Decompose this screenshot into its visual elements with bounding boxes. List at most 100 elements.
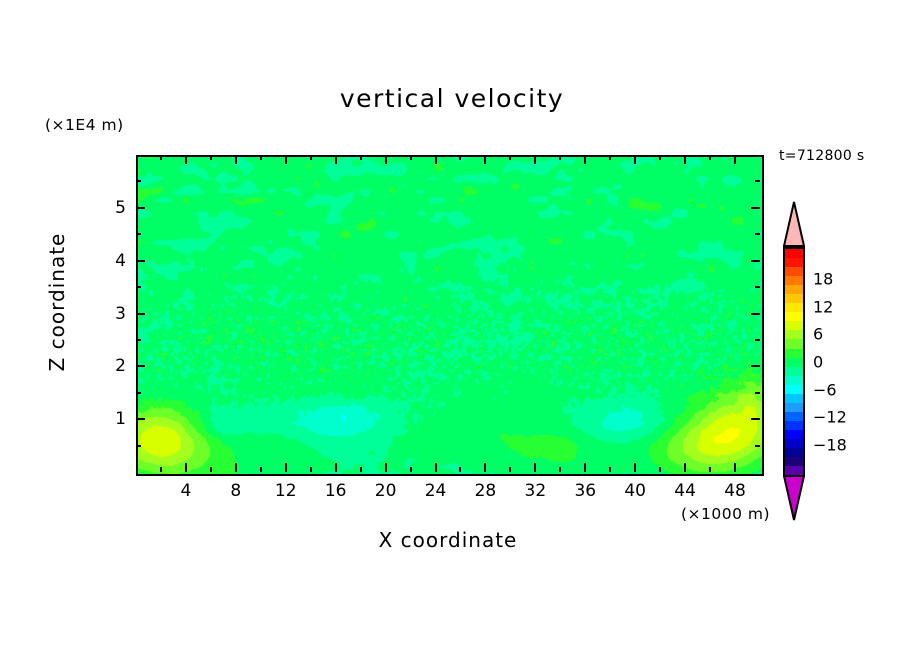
colorbar-band	[785, 339, 803, 349]
time-stamp-label: t=712800 s	[779, 148, 865, 164]
x-axis-tick	[334, 463, 337, 472]
y-axis-minor-tick-right	[755, 391, 760, 394]
x-axis-minor-tick	[659, 467, 662, 472]
colorbar-band	[785, 402, 803, 412]
x-axis-minor-tick-top	[609, 155, 612, 160]
x-axis-tick-label: 12	[274, 481, 297, 501]
y-axis-minor-tick	[136, 338, 141, 341]
x-axis-tick-label: 28	[474, 481, 497, 501]
x-axis-minor-tick-top	[709, 155, 712, 160]
y-axis-minor-tick	[136, 180, 141, 183]
colorbar-band	[785, 420, 803, 430]
colorbar-top-arrow-icon	[782, 201, 806, 247]
x-axis-minor-tick-top	[359, 155, 362, 160]
x-axis-tick-label: 48	[724, 481, 746, 501]
x-axis-tick-top	[734, 155, 737, 164]
x-axis-tick-label: 4	[180, 481, 192, 501]
colorbar-band	[785, 384, 803, 394]
colorbar-tick-label: 18	[813, 269, 834, 289]
x-axis-minor-tick-top	[159, 155, 162, 160]
x-axis-minor-tick-top	[659, 155, 662, 160]
y-axis-tick	[136, 418, 145, 421]
y-axis-tick-right	[751, 418, 760, 421]
colorbar-band	[785, 276, 803, 286]
y-axis-minor-tick	[136, 444, 141, 447]
colorbar-band	[785, 258, 803, 268]
y-axis-tick-label: 1	[115, 409, 126, 430]
colorbar-band	[785, 267, 803, 277]
colorbar-band	[785, 375, 803, 385]
x-axis-tick-top	[484, 155, 487, 164]
colorbar-band	[785, 312, 803, 322]
x-axis-minor-tick	[509, 467, 512, 472]
x-axis-unit-label: (×1000 m)	[681, 505, 771, 523]
x-axis-minor-tick	[359, 467, 362, 472]
x-axis-tick-label: 16	[324, 481, 347, 501]
x-axis-tick-label: 36	[574, 481, 597, 501]
x-axis-tick-top	[634, 155, 637, 164]
x-axis-minor-tick-top	[309, 155, 312, 160]
colorbar-tick-label: −18	[813, 435, 847, 455]
colorbar-band	[785, 457, 803, 467]
x-axis-tick-label: 24	[424, 481, 447, 501]
y-axis-tick	[136, 365, 145, 368]
x-axis-minor-tick	[209, 467, 212, 472]
x-axis-tick	[684, 463, 687, 472]
x-axis-minor-tick	[309, 467, 312, 472]
colorbar-band	[785, 429, 803, 439]
y-axis-minor-tick	[136, 391, 141, 394]
y-axis-tick-label: 4	[115, 250, 126, 271]
x-axis-tick-top	[284, 155, 287, 164]
y-axis-minor-tick-right	[755, 233, 760, 236]
y-axis-tick-right	[751, 312, 760, 315]
colorbar-band	[785, 438, 803, 449]
colorbar-band	[785, 366, 803, 376]
x-axis-tick	[434, 463, 437, 472]
colorbar-band	[785, 330, 803, 340]
x-axis-tick	[184, 463, 187, 472]
y-axis-tick-right	[751, 259, 760, 262]
plot-area	[136, 155, 764, 476]
y-axis-minor-tick-right	[755, 180, 760, 183]
x-axis-tick-top	[534, 155, 537, 164]
colorbar-band	[785, 466, 803, 476]
colorbar-tick-label: 12	[813, 297, 834, 317]
x-axis-tick	[234, 463, 237, 472]
colorbar-bands	[783, 247, 805, 477]
colorbar-band	[785, 393, 803, 403]
colorbar-tick-label: 0	[813, 352, 824, 372]
x-axis-minor-tick-top	[459, 155, 462, 160]
colorbar-band	[785, 357, 803, 367]
y-axis-tick-label: 3	[115, 303, 126, 324]
x-axis-minor-tick-top	[409, 155, 412, 160]
x-axis-minor-tick	[709, 467, 712, 472]
x-axis-tick	[384, 463, 387, 472]
x-axis-tick-label: 32	[524, 481, 547, 501]
y-axis-minor-tick-right	[755, 444, 760, 447]
x-axis-tick-label: 20	[374, 481, 397, 501]
colorbar-band	[785, 294, 803, 304]
y-axis-tick-label: 5	[115, 197, 126, 218]
y-axis-minor-tick-right	[755, 286, 760, 289]
y-axis-tick-right	[751, 206, 760, 209]
y-axis-tick	[136, 312, 145, 315]
x-axis-minor-tick	[409, 467, 412, 472]
colorbar-tick-label: −6	[813, 380, 837, 400]
colorbar: 18 12 6 0 −6 −12 −18	[782, 201, 847, 523]
x-axis-minor-tick	[459, 467, 462, 472]
x-axis-minor-tick	[609, 467, 612, 472]
x-axis-title: X coordinate	[378, 528, 518, 552]
colorbar-band	[785, 448, 803, 458]
y-axis-minor-tick	[136, 233, 141, 236]
y-axis-minor-tick	[136, 286, 141, 289]
x-axis-minor-tick-top	[259, 155, 262, 160]
x-axis-minor-tick	[559, 467, 562, 472]
x-axis-minor-tick	[159, 467, 162, 472]
x-axis-tick	[284, 463, 287, 472]
x-axis-tick-top	[234, 155, 237, 164]
y-axis-tick	[136, 206, 145, 209]
x-axis-tick	[734, 463, 737, 472]
page-title: vertical velocity	[339, 84, 565, 113]
colorbar-band	[785, 285, 803, 295]
